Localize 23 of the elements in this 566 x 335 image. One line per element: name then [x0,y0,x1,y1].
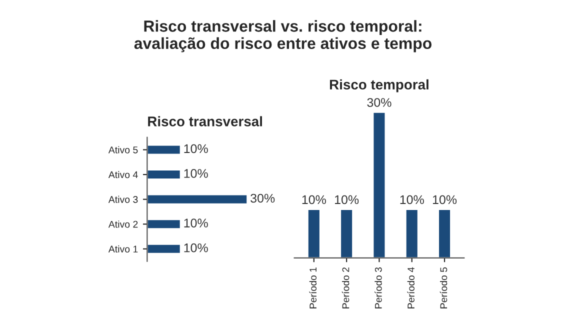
text: Risco transversal vs. risco temporal: avaliação do risco entre ativos e tempo [134,20,432,52]
x-tick-label: Período 5 [440,267,448,308]
x-tick-label: Período 4 [407,267,414,308]
data-label: 10% [184,144,208,154]
data-label: 10% [184,218,208,228]
x-tick-label: Período 1 [309,267,317,308]
data-label: 10% [400,195,424,204]
data-label: 10% [335,195,359,204]
x-tick-label: Período 2 [342,267,350,308]
chart-title: Risco transversal [148,116,262,126]
data-label: 10% [302,195,326,204]
y-tick-label: Ativo 3 [108,196,138,203]
data-label: 30% [367,98,392,107]
y-tick-label: Ativo 5 [108,146,138,154]
chart-title: Risco temporal [330,79,428,92]
y-tick-label: Ativo 1 [108,245,138,253]
data-label: 10% [184,243,208,252]
data-label: 30% [250,194,275,203]
y-tick-label: Ativo 4 [108,171,138,178]
y-tick-label: Ativo 2 [108,220,138,228]
data-label: 10% [184,169,208,178]
data-label: 10% [432,195,457,204]
x-tick-label: Período 3 [374,267,382,308]
